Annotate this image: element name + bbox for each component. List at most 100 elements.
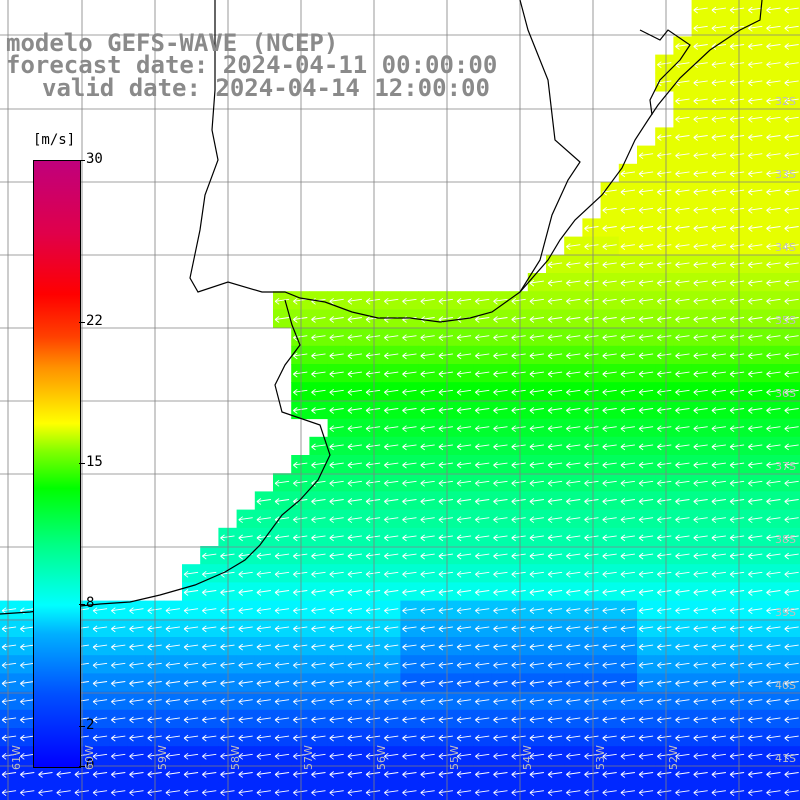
wind-arrow	[766, 170, 781, 178]
wind-arrow	[511, 479, 526, 487]
wind-arrow	[693, 680, 708, 687]
wind-arrow	[766, 552, 781, 560]
wind-arrow	[638, 789, 654, 797]
wind-arrow	[511, 316, 526, 323]
wind-arrow	[238, 771, 253, 778]
wind-arrow	[293, 661, 308, 669]
wind-arrow	[748, 115, 763, 123]
wind-arrow	[675, 534, 690, 542]
wind-arrow	[347, 516, 362, 524]
wind-arrow	[711, 516, 726, 524]
wind-arrow	[293, 607, 308, 615]
latitude-label: 41S	[775, 752, 796, 765]
wind-arrow	[547, 443, 563, 451]
wind-arrow	[693, 261, 708, 269]
wind-arrow	[748, 61, 763, 69]
wind-arrow	[384, 370, 399, 378]
wind-arrow	[165, 734, 180, 742]
valid-date: valid date: 2024-04-14 12:00:00	[42, 74, 490, 102]
wind-arrow	[711, 243, 726, 251]
wind-arrow	[693, 388, 708, 396]
wind-arrow	[384, 425, 399, 433]
wind-arrow	[293, 570, 308, 578]
wind-arrow	[384, 534, 399, 542]
wind-arrow	[638, 771, 654, 778]
wind-arrow	[657, 279, 672, 287]
wind-arrow	[220, 643, 235, 651]
latitude-label: 39S	[775, 606, 796, 619]
wind-arrow	[602, 607, 617, 615]
wind-arrow	[729, 134, 745, 141]
wind-arrow	[293, 771, 308, 778]
wind-arrow	[766, 407, 781, 414]
wind-arrow	[638, 498, 654, 505]
wind-arrow	[529, 297, 544, 305]
wind-arrow	[256, 734, 271, 742]
wind-arrow	[766, 279, 781, 287]
wind-arrow	[493, 443, 508, 451]
wind-arrow	[347, 589, 362, 596]
wind-arrow	[675, 643, 690, 651]
wind-arrow	[1, 716, 17, 724]
wind-arrow	[384, 734, 399, 742]
wind-arrow	[566, 534, 581, 542]
wind-arrow	[584, 680, 599, 687]
wind-arrow	[566, 771, 581, 778]
wind-arrow	[602, 243, 617, 251]
wind-arrow	[1, 771, 17, 778]
wind-arrow	[293, 479, 308, 487]
wind-arrow	[438, 698, 453, 706]
wind-arrow	[584, 297, 599, 305]
wind-arrow	[748, 680, 763, 687]
wind-arrow	[493, 625, 508, 633]
wind-arrow	[438, 607, 453, 615]
wind-arrow	[693, 43, 708, 50]
longitude-label: 58W	[229, 745, 242, 770]
wind-arrow	[456, 716, 472, 724]
wind-arrow	[602, 370, 617, 378]
wind-arrow	[784, 607, 799, 615]
wind-arrow	[274, 752, 290, 760]
wind-arrow	[675, 279, 690, 287]
wind-arrow	[329, 498, 344, 505]
wind-arrow	[657, 607, 672, 615]
wind-arrow	[238, 643, 253, 651]
wind-arrow	[329, 443, 344, 451]
wind-arrow	[420, 752, 435, 760]
wind-arrow	[438, 334, 453, 342]
wind-arrow	[274, 661, 290, 669]
wind-arrow	[293, 589, 308, 596]
wind-arrow	[566, 261, 581, 269]
wind-arrow	[711, 589, 726, 596]
wind-arrow	[638, 589, 654, 596]
wind-arrow	[365, 680, 381, 687]
wind-arrow	[329, 461, 344, 469]
wind-arrow	[329, 734, 344, 742]
wind-arrow	[92, 771, 108, 778]
wind-arrow	[165, 625, 180, 633]
wind-arrow	[711, 479, 726, 487]
wind-arrow	[529, 352, 544, 360]
wind-arrow	[547, 661, 563, 669]
wind-arrow	[711, 152, 726, 160]
wind-arrow	[420, 661, 435, 669]
wind-arrow	[529, 698, 544, 706]
wind-arrow	[711, 680, 726, 687]
wind-arrow	[784, 516, 799, 524]
wind-arrow	[220, 752, 235, 760]
wind-arrow	[384, 552, 399, 560]
wind-arrow	[311, 607, 326, 615]
wind-arrow	[402, 698, 417, 706]
wind-arrow	[657, 570, 672, 578]
wind-arrow	[456, 443, 472, 451]
wind-arrow	[274, 716, 290, 724]
wind-arrow	[748, 370, 763, 378]
wind-arrow	[365, 297, 381, 305]
wind-arrow	[311, 352, 326, 360]
wind-arrow	[475, 534, 490, 542]
wind-arrow	[329, 570, 344, 578]
wind-arrow	[657, 771, 672, 778]
wind-arrow	[1, 661, 17, 669]
wind-arrow	[238, 661, 253, 669]
